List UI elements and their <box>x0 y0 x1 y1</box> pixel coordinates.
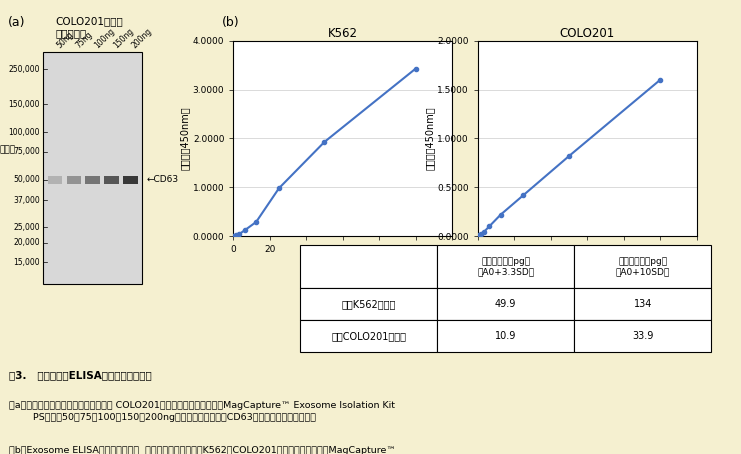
Y-axis label: 吸光度（450nm）: 吸光度（450nm） <box>180 107 190 170</box>
Title: COLO201: COLO201 <box>559 27 615 39</box>
Text: 37,000: 37,000 <box>13 196 40 205</box>
Title: K562: K562 <box>328 27 358 39</box>
Text: 50ng: 50ng <box>55 30 75 50</box>
Text: 图3.   免疫印迹和ELISA的检测灵敏度比较: 图3. 免疫印迹和ELISA的检测灵敏度比较 <box>9 370 152 380</box>
Text: 25,000: 25,000 <box>13 223 40 232</box>
Text: 100ng: 100ng <box>93 27 116 50</box>
Text: ←CD63: ←CD63 <box>147 175 179 184</box>
Text: 15,000: 15,000 <box>13 258 40 267</box>
Text: 50,000: 50,000 <box>13 175 40 184</box>
Text: 75,000: 75,000 <box>13 148 40 156</box>
Text: (a): (a) <box>7 16 25 29</box>
Text: 100,000: 100,000 <box>8 128 40 137</box>
Text: COLO201细胞源
纯化外泌体: COLO201细胞源 纯化外泌体 <box>56 16 123 38</box>
X-axis label: 纯化外泌体（ng/mL）: 纯化外泌体（ng/mL） <box>307 257 379 267</box>
X-axis label: 纯化外泌体（ng/mL）: 纯化外泌体（ng/mL） <box>551 257 623 267</box>
Text: (b): (b) <box>222 16 240 29</box>
Text: 分子量: 分子量 <box>0 145 16 154</box>
Text: 75ng: 75ng <box>73 30 94 50</box>
Y-axis label: 吸光度（450nm）: 吸光度（450nm） <box>425 107 434 170</box>
Text: 200ng: 200ng <box>130 27 154 50</box>
Text: 250,000: 250,000 <box>8 64 40 74</box>
Text: 150,000: 150,000 <box>8 100 40 109</box>
Text: （b）Exosome ELISA检测极限值测定  用本试剂盒检测纯化的K562和COLO201细胞源外泌体（使用MagCapture™
        Exos: （b）Exosome ELISA检测极限值测定 用本试剂盒检测纯化的K562和C… <box>9 446 396 454</box>
Text: （a）外泌体的免疫印迹检测灵敏度测定 COLO201细胞源纯化外泌体（使用MagCapture™ Exosome Isolation Kit
        P: （a）外泌体的免疫印迹检测灵敏度测定 COLO201细胞源纯化外泌体（使用Mag… <box>9 401 395 422</box>
Text: 20,000: 20,000 <box>13 238 40 247</box>
Text: 150ng: 150ng <box>111 27 135 50</box>
